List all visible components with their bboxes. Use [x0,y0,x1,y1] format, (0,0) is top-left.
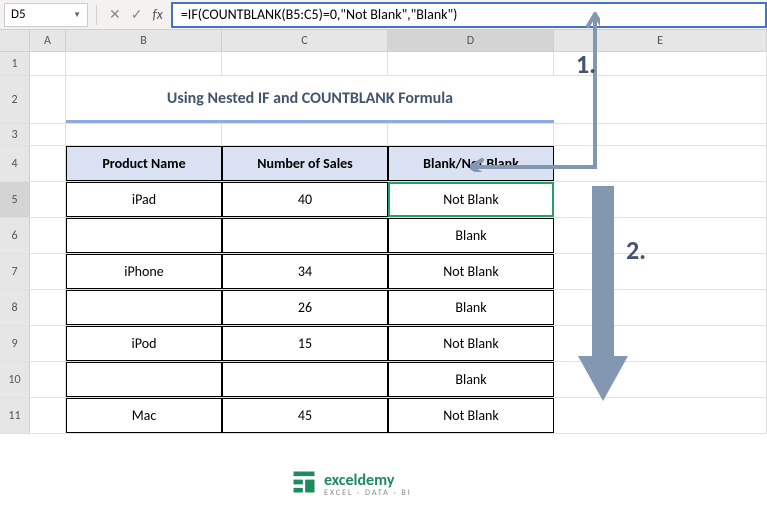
formula-bar: D5 ▼ ✕ ✓ fx =IF(COUNTBLANK(B5:C5)=0,"Not… [0,0,767,30]
col-header-C[interactable]: C [222,30,388,51]
cell-A9[interactable] [30,326,66,361]
divider [96,5,97,25]
cell-B1[interactable] [66,52,222,75]
row-header-11[interactable]: 11 [0,398,30,433]
accept-icon[interactable]: ✓ [131,6,143,23]
cell-B5[interactable]: iPad [66,182,222,217]
row-6: 6 Blank [0,218,767,254]
formula-icons: ✕ ✓ fx [101,6,171,23]
cell-C5[interactable]: 40 [222,182,388,217]
header-sales[interactable]: Number of Sales [222,146,388,181]
header-blank[interactable]: Blank/Not Blank [388,146,554,181]
cell-B9[interactable]: iPod [66,326,222,361]
cell-D6[interactable]: Blank [388,218,554,253]
cell-E10[interactable] [554,362,767,397]
name-box-dropdown-icon[interactable]: ▼ [73,10,81,20]
cell-E4[interactable] [554,146,767,181]
row-header-1[interactable]: 1 [0,52,30,75]
cell-A1[interactable] [30,52,66,75]
cell-E11[interactable] [554,398,767,433]
cell-D1[interactable] [388,52,554,75]
title-cell[interactable]: Using Nested IF and COUNTBLANK Formula [66,76,554,123]
cancel-icon[interactable]: ✕ [109,6,121,23]
cell-A7[interactable] [30,254,66,289]
row-8: 8 26 Blank [0,290,767,326]
cell-B3[interactable] [66,124,222,145]
row-7: 7 iPhone 34 Not Blank [0,254,767,290]
cell-D3[interactable] [388,124,554,145]
logo-brand: exceldemy [324,473,412,489]
cell-D11[interactable]: Not Blank [388,398,554,433]
callout-2: 2. [626,234,646,266]
fx-icon[interactable]: fx [152,6,162,23]
row-4: 4 Product Name Number of Sales Blank/Not… [0,146,767,182]
row-header-8[interactable]: 8 [0,290,30,325]
row-1: 1 [0,52,767,76]
cell-A11[interactable] [30,398,66,433]
cell-C8[interactable]: 26 [222,290,388,325]
cell-E3[interactable] [554,124,767,145]
cell-A2[interactable] [30,76,66,123]
row-header-6[interactable]: 6 [0,218,30,253]
cell-A5[interactable] [30,182,66,217]
cell-D9[interactable]: Not Blank [388,326,554,361]
cell-C9[interactable]: 15 [222,326,388,361]
row-10: 10 Blank [0,362,767,398]
sheet: 1 2 Using Nested IF and COUNTBLANK Formu… [0,52,767,434]
header-product[interactable]: Product Name [66,146,222,181]
cell-D7[interactable]: Not Blank [388,254,554,289]
row-header-5[interactable]: 5 [0,182,30,217]
logo-icon [290,468,318,501]
logo: exceldemy EXCEL · DATA · BI [290,468,412,501]
cell-D10[interactable]: Blank [388,362,554,397]
cell-E9[interactable] [554,326,767,361]
cell-A6[interactable] [30,218,66,253]
cell-C3[interactable] [222,124,388,145]
cell-A8[interactable] [30,290,66,325]
cell-C11[interactable]: 45 [222,398,388,433]
cell-A10[interactable] [30,362,66,397]
name-box-value: D5 [11,7,26,22]
row-header-10[interactable]: 10 [0,362,30,397]
column-headers: A B C D E [0,30,767,52]
col-header-A[interactable]: A [30,30,66,51]
cell-E6[interactable] [554,218,767,253]
logo-sub: EXCEL · DATA · BI [324,489,412,497]
cell-C10[interactable] [222,362,388,397]
formula-input[interactable]: =IF(COUNTBLANK(B5:C5)=0,"Not Blank","Bla… [171,2,767,28]
row-header-9[interactable]: 9 [0,326,30,361]
cell-D5[interactable]: Not Blank [388,182,554,217]
name-box[interactable]: D5 ▼ [4,3,88,27]
cell-B6[interactable] [66,218,222,253]
row-3: 3 [0,124,767,146]
cell-C1[interactable] [222,52,388,75]
select-all-corner[interactable] [0,30,30,51]
callout-1: 1. [576,48,596,80]
cell-E5[interactable] [554,182,767,217]
cell-D8[interactable]: Blank [388,290,554,325]
cell-B11[interactable]: Mac [66,398,222,433]
row-11: 11 Mac 45 Not Blank [0,398,767,434]
cell-C7[interactable]: 34 [222,254,388,289]
cell-E8[interactable] [554,290,767,325]
cell-B7[interactable]: iPhone [66,254,222,289]
cell-C6[interactable] [222,218,388,253]
cell-B8[interactable] [66,290,222,325]
row-5: 5 iPad 40 Not Blank [0,182,767,218]
cell-B10[interactable] [66,362,222,397]
col-header-D[interactable]: D [388,30,554,51]
cell-E2[interactable] [554,76,767,123]
row-header-4[interactable]: 4 [0,146,30,181]
col-header-B[interactable]: B [66,30,222,51]
row-2: 2 Using Nested IF and COUNTBLANK Formula [0,76,767,124]
row-header-2[interactable]: 2 [0,76,30,123]
row-header-7[interactable]: 7 [0,254,30,289]
cell-E7[interactable] [554,254,767,289]
title-text: Using Nested IF and COUNTBLANK Formula [167,89,453,108]
row-9: 9 iPod 15 Not Blank [0,326,767,362]
cell-A3[interactable] [30,124,66,145]
formula-text: =IF(COUNTBLANK(B5:C5)=0,"Not Blank","Bla… [181,6,458,23]
cell-A4[interactable] [30,146,66,181]
row-header-3[interactable]: 3 [0,124,30,145]
